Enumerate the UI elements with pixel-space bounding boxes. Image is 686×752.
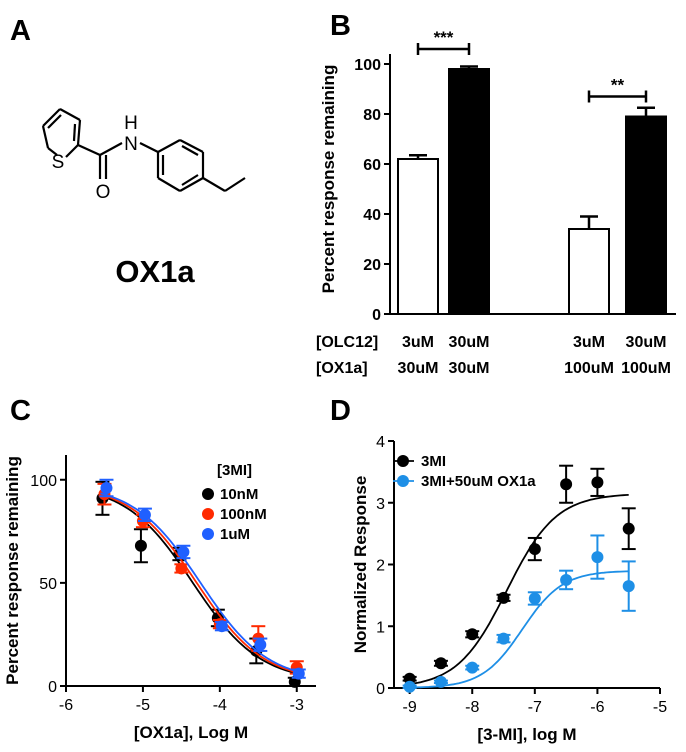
chart-c-x-tick-label: -3 — [290, 697, 304, 714]
chart-d-x-tick-label: -5 — [653, 699, 667, 716]
chart-d-y-label: Normalized Response — [351, 476, 370, 654]
chart-d-point — [434, 657, 447, 670]
chart-c-legend-label: 1uM — [220, 526, 250, 543]
chart-c-fit-curve — [100, 492, 301, 674]
chart-d-y-tick-label: 3 — [376, 496, 385, 513]
chart-d-point — [434, 675, 447, 688]
chart-b-y-tick-label: 80 — [363, 107, 381, 124]
chart-d-x-tick-label: -6 — [590, 699, 604, 716]
chart-d-point — [591, 551, 604, 564]
chart-b-y-tick-label: 60 — [363, 157, 381, 174]
chart-d-legend-marker — [397, 455, 409, 467]
chart-b-y-tick-label: 40 — [363, 207, 381, 224]
chart-c-x-tick-label: -5 — [136, 697, 150, 714]
chart-b-olc12-label: 30uM — [626, 334, 667, 351]
chart-c-point — [138, 508, 151, 521]
chart-c: -6 -5 -4 -3 0 50 100 [OX1a], Log M Percent respo… — [3, 455, 316, 742]
chart-d-point — [497, 632, 510, 645]
chart-d: -9 -8 -7 -6 -5 0 1 2 3 4 [3-MI], log M Normalized R… — [351, 434, 667, 744]
chart-b-olc12-label: 3uM — [573, 334, 605, 351]
chart-b-y-tick-label: 100 — [354, 57, 381, 74]
chart-b-row-label-ox1a: [OX1a] — [316, 360, 368, 377]
chart-c-x-tick-label: -4 — [213, 697, 227, 714]
chart-c-point — [100, 482, 113, 494]
chart-d-fit-curve — [409, 494, 629, 686]
chart-d-y-tick-label: 2 — [376, 558, 385, 575]
chart-d-point — [403, 680, 416, 693]
chart-d-point — [622, 522, 635, 535]
chart-b-sig-stars: ** — [611, 76, 625, 95]
chart-c-point — [175, 562, 188, 575]
chart-b: 0 20 40 60 80 100 Percent response remaining 3u… — [316, 28, 676, 377]
atom-s-label: S — [52, 152, 65, 173]
chart-d-point — [497, 591, 510, 604]
chart-b-sig-stars: *** — [434, 28, 454, 47]
atom-n-label: N — [124, 134, 138, 155]
chart-c-legend-marker — [202, 488, 214, 500]
atom-o-label: O — [96, 182, 111, 203]
chart-c-y-label: Percent response remaining — [3, 456, 22, 685]
chart-c-legend-marker — [202, 508, 214, 520]
chart-c-point — [177, 545, 190, 558]
chart-b-bar — [448, 68, 490, 315]
chart-d-x-label: [3-MI], log M — [477, 725, 576, 744]
chart-c-fit-curve — [100, 494, 301, 676]
chart-d-x-tick-label: -9 — [403, 699, 417, 716]
chart-b-ox1a-label: 100uM — [564, 360, 614, 377]
chart-c-x-label: [OX1a], Log M — [134, 723, 248, 742]
chart-c-y-tick-label: 0 — [48, 679, 57, 696]
chart-c-legend-label: 10nM — [220, 486, 258, 503]
chart-d-point — [528, 543, 541, 556]
ox1a-structure — [41, 108, 246, 192]
chart-d-y-tick-label: 4 — [376, 434, 385, 451]
chart-d-x-tick-label: -8 — [465, 699, 479, 716]
atom-h-label: H — [124, 113, 138, 134]
chart-d-legend-marker — [397, 475, 409, 487]
chart-d-point — [466, 628, 479, 641]
panel-a-letter: A — [10, 15, 31, 47]
chart-c-legend-marker — [202, 528, 214, 540]
chart-b-row-label-olc12: [OLC12] — [316, 334, 378, 351]
chart-d-point — [622, 580, 635, 593]
chart-b-bar — [625, 115, 667, 315]
chart-c-y-tick-label: 50 — [39, 576, 57, 593]
chart-b-y-tick-label: 20 — [363, 257, 381, 274]
chart-c-fit-curve — [100, 493, 301, 675]
chart-d-y-tick-label: 0 — [376, 681, 385, 698]
chart-b-bar — [397, 158, 439, 315]
chart-d-legend-label: 3MI+50uM OX1a — [421, 473, 536, 490]
panel-c-letter: C — [10, 395, 31, 427]
chart-d-point — [466, 661, 479, 674]
chart-d-point — [591, 476, 604, 489]
chart-c-point — [134, 539, 147, 552]
chart-c-x-tick-label: -6 — [59, 697, 73, 714]
panel-d-letter: D — [330, 395, 351, 427]
chart-c-legend-label: 100nM — [220, 506, 267, 523]
chart-c-point — [254, 638, 267, 651]
chart-d-point — [560, 573, 573, 586]
chart-d-y-tick-label: 1 — [376, 619, 385, 636]
chart-d-fit-curve — [409, 570, 629, 689]
chart-b-y-tick-label: 0 — [372, 307, 381, 324]
chart-b-olc12-label: 30uM — [449, 334, 490, 351]
chart-c-point — [215, 620, 228, 633]
chart-b-ox1a-label: 30uM — [398, 360, 439, 377]
chart-d-point — [528, 592, 541, 605]
compound-name: OX1a — [115, 254, 195, 289]
chart-d-legend-label: 3MI — [421, 453, 446, 470]
chart-b-y-label: Percent response remaining — [319, 65, 338, 294]
chart-d-point — [560, 478, 573, 491]
chart-b-bar — [568, 228, 610, 315]
chart-b-olc12-label: 3uM — [402, 334, 434, 351]
chart-c-y-tick-label: 100 — [30, 473, 57, 490]
chart-b-ox1a-label: 100uM — [621, 360, 671, 377]
chart-d-x-tick-label: -7 — [528, 699, 542, 716]
chart-c-point — [292, 667, 305, 680]
chart-b-ox1a-label: 30uM — [449, 360, 490, 377]
chart-c-legend-title: [3MI] — [217, 462, 252, 479]
panel-b-letter: B — [330, 10, 351, 42]
